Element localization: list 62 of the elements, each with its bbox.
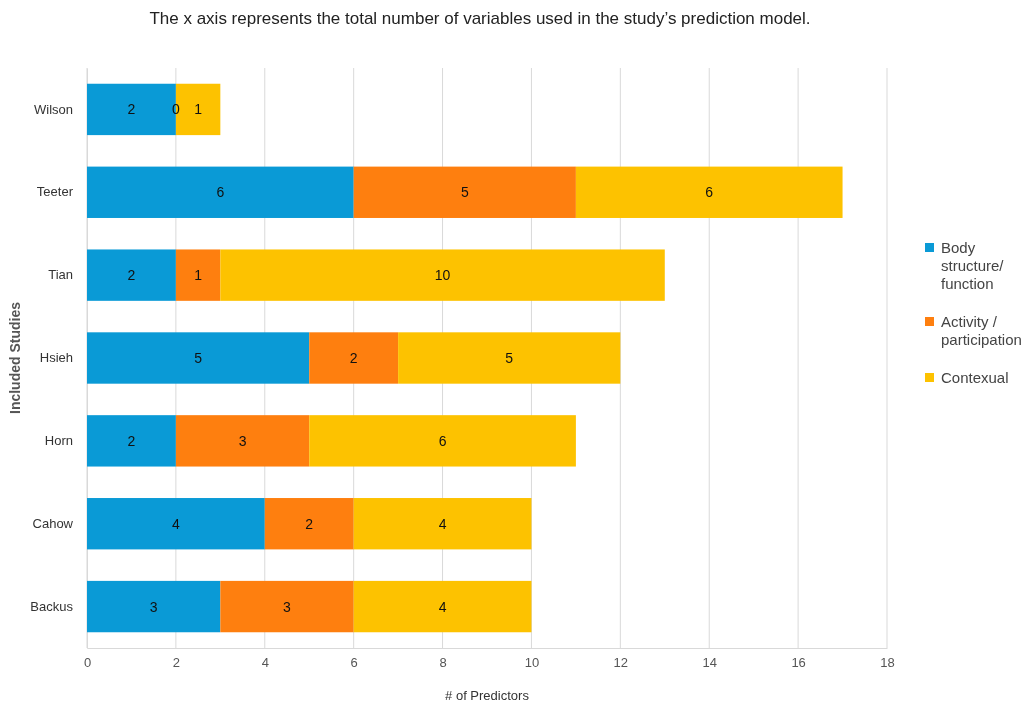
x-tick-label: 6 [350, 655, 358, 671]
data-label: 2 [349, 350, 358, 366]
bar [87, 498, 265, 550]
data-label: 5 [194, 350, 203, 366]
data-label: 2 [127, 432, 136, 449]
x-tick-label: 10 [524, 655, 540, 671]
bar [220, 580, 354, 633]
data-label: 3 [149, 598, 158, 615]
data-label: 6 [438, 432, 447, 449]
data-label: 2 [127, 267, 136, 284]
x-tick-label: 18 [880, 655, 895, 671]
y-tick-label: Wilson [33, 101, 73, 117]
y-tick-label: Teeter [36, 184, 74, 200]
bar [264, 498, 354, 550]
bar [87, 580, 221, 633]
bar [575, 166, 843, 218]
x-tick-label: 8 [439, 655, 447, 671]
data-label: 0 [171, 101, 180, 118]
data-label: 6 [216, 184, 225, 201]
data-label: 2 [127, 101, 136, 118]
bar [353, 166, 576, 218]
data-label: 6 [705, 184, 714, 201]
y-tick-label: Backus [30, 598, 74, 614]
bar [87, 249, 176, 301]
x-tick-label: 0 [83, 655, 92, 671]
data-label: 10 [434, 267, 451, 284]
legend-label: Body structure/ function [941, 239, 1005, 292]
bar [353, 498, 532, 550]
bar [398, 332, 621, 384]
bar [309, 415, 576, 467]
bar [220, 249, 665, 301]
bar [87, 166, 354, 218]
chart-title: The x axis represents the total number of variables used in the study’s prediction model. [149, 9, 811, 28]
bar [175, 249, 221, 301]
data-label: 4 [438, 598, 447, 615]
bar [309, 332, 399, 384]
data-label: 4 [438, 515, 447, 532]
x-tick-label: 12 [613, 655, 629, 671]
y-tick-label: Tian [48, 267, 73, 283]
x-tick-label: 2 [172, 655, 181, 671]
x-axis-title: # of Predictors [445, 688, 530, 703]
data-label: 2 [305, 515, 314, 532]
y-tick-label: Hsieh [39, 350, 73, 366]
bar [87, 415, 176, 467]
data-label: 3 [283, 598, 292, 615]
data-label: 5 [505, 350, 514, 366]
y-axis-title: Included Studies [7, 301, 23, 415]
x-tick-label: 16 [791, 655, 806, 671]
data-label: 3 [238, 432, 247, 449]
bar [175, 415, 310, 467]
y-tick-label: Horn [44, 433, 73, 449]
data-label: 4 [171, 515, 180, 532]
legend-label: Contexual [941, 369, 1009, 386]
data-label: 1 [194, 101, 203, 118]
bar [353, 580, 532, 633]
legend-label: Activity / participation [941, 313, 1022, 348]
data-label: 5 [460, 184, 469, 201]
x-tick-label: 14 [702, 655, 717, 671]
data-label: 1 [194, 267, 203, 284]
y-tick-label: Cahow [32, 515, 74, 531]
x-tick-label: 4 [261, 655, 269, 671]
bar [87, 332, 310, 384]
